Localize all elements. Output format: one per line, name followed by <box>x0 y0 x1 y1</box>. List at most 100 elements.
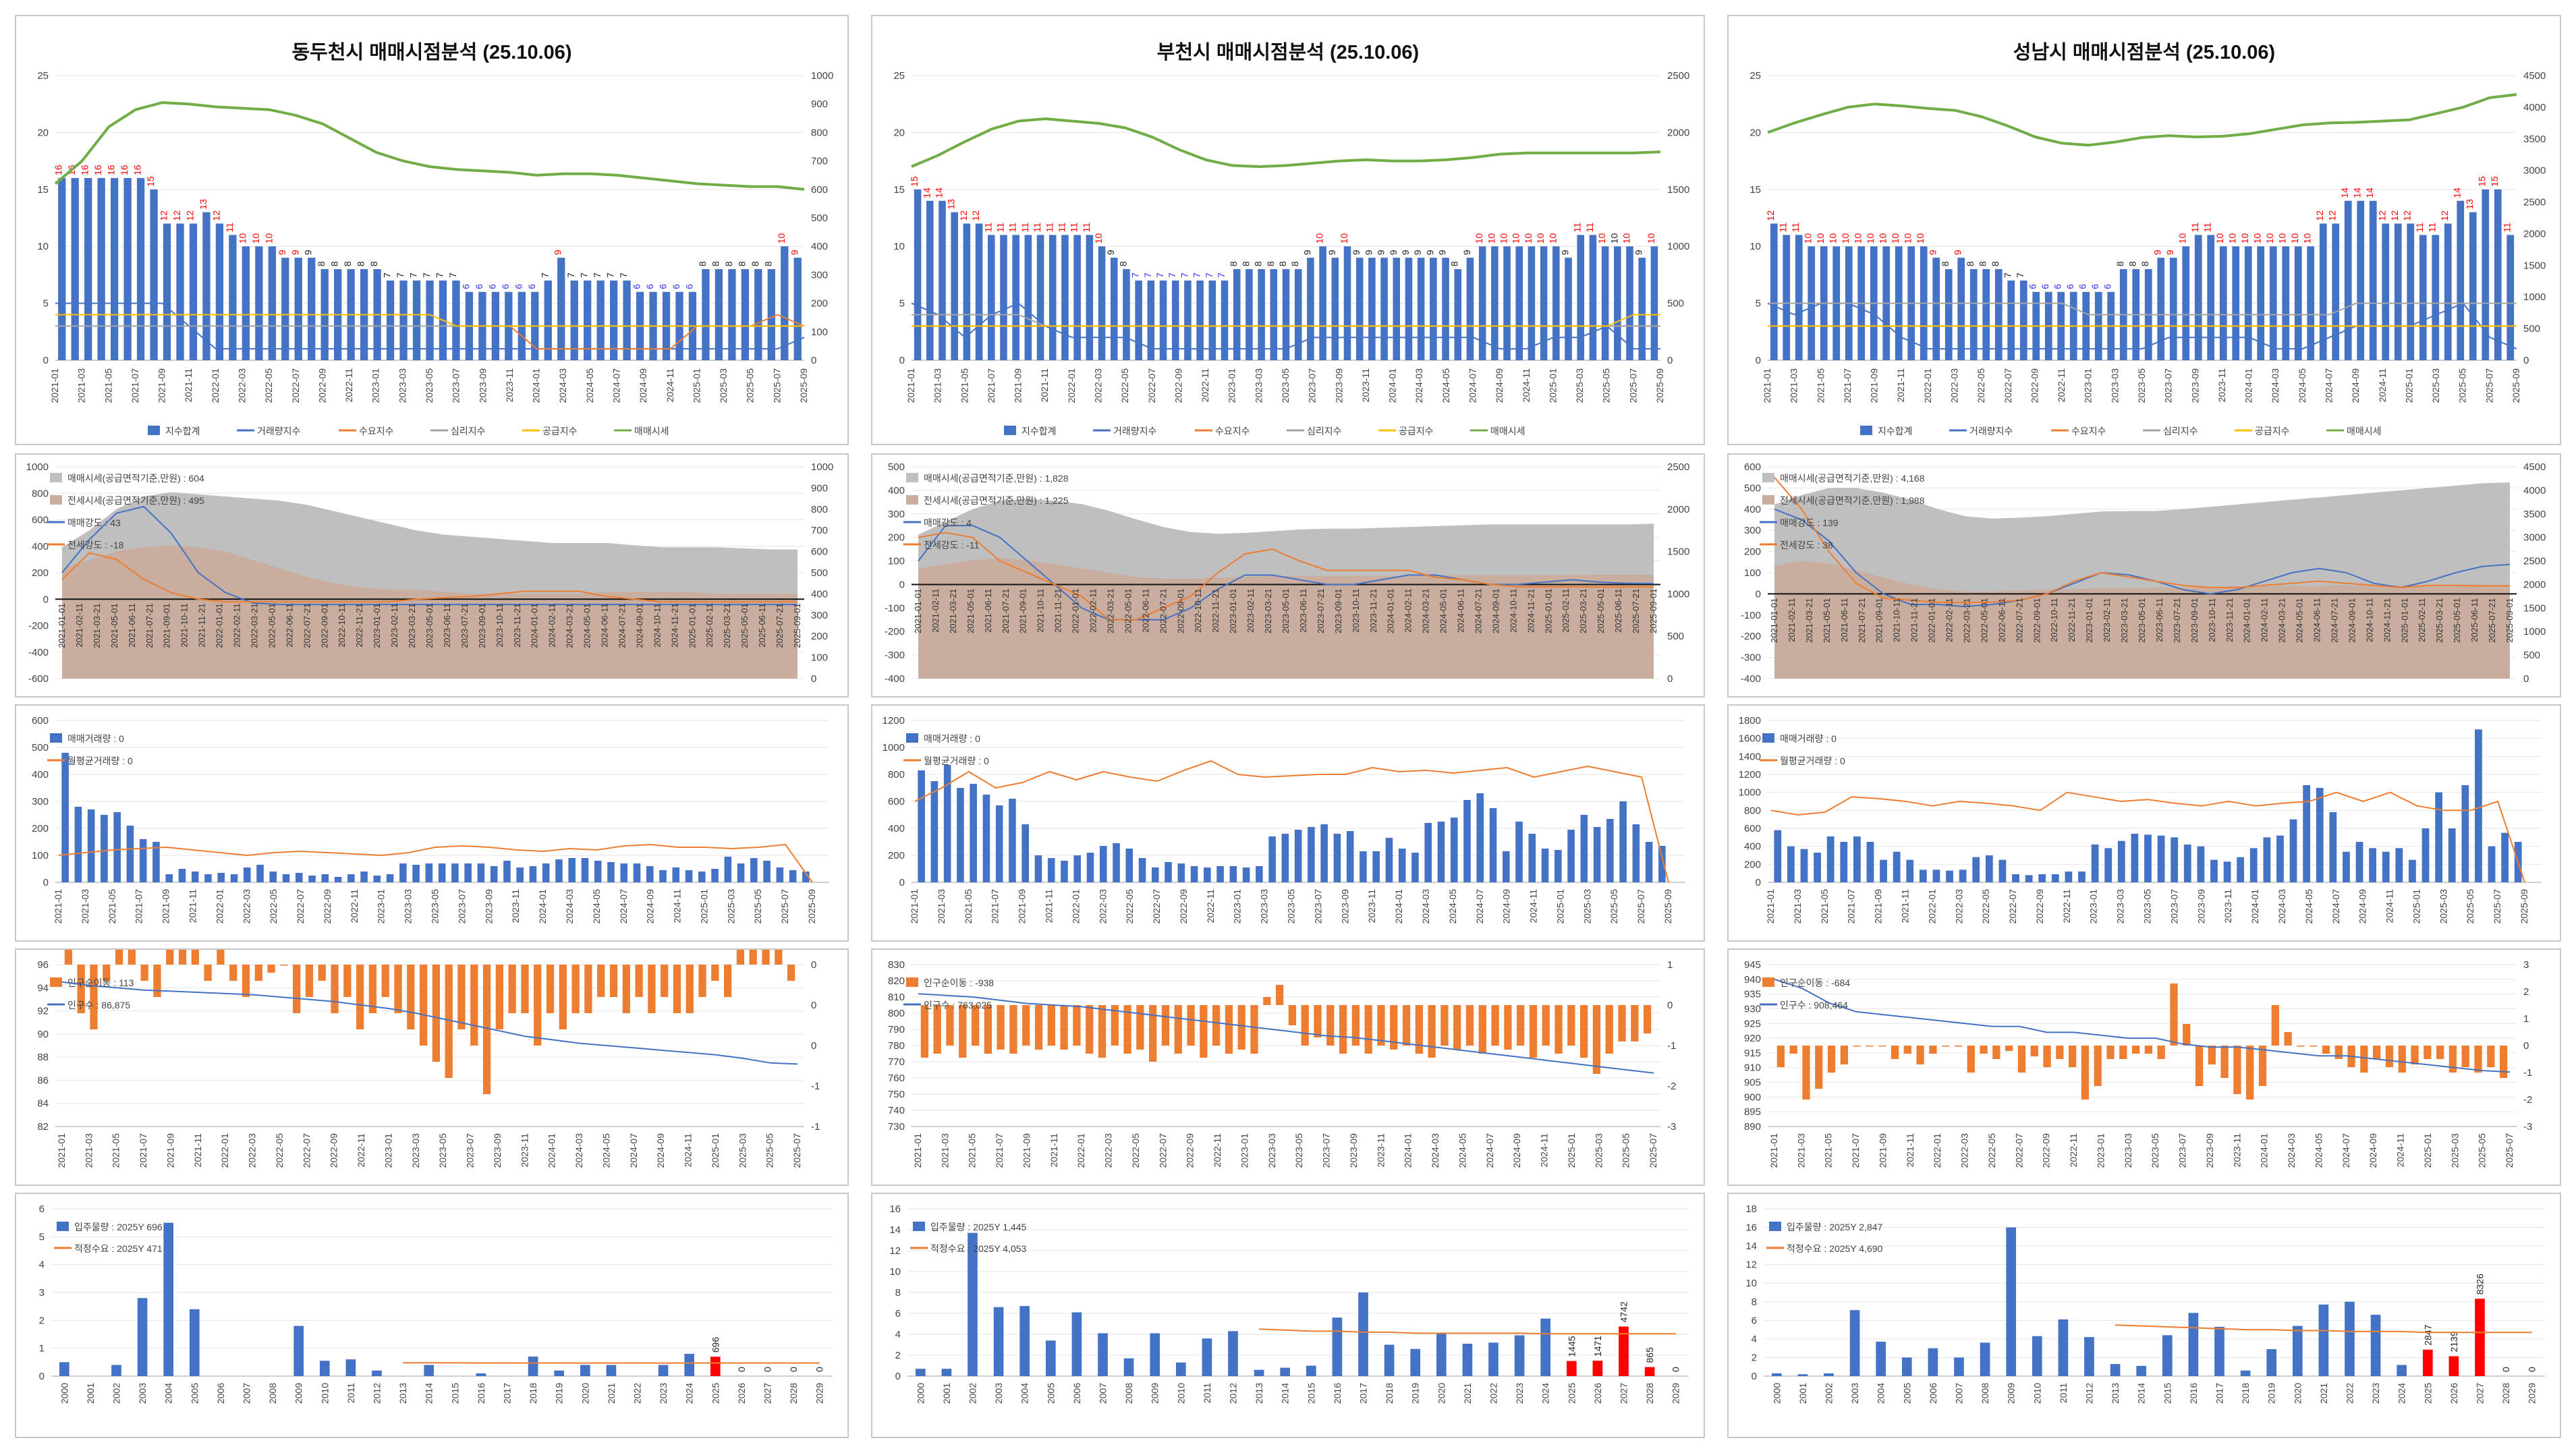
index-value-label: 7 <box>1154 273 1165 278</box>
volume-bar <box>2117 841 2125 882</box>
x-tick-label: 2022-09 <box>316 368 327 403</box>
sale-strength-line <box>918 525 1654 621</box>
x-tick-label: 2021-09-01 <box>1874 598 1884 643</box>
y-tick-label: 500 <box>888 461 905 473</box>
volume-bar <box>1437 822 1445 882</box>
migration-bar <box>1529 1005 1538 1058</box>
volume-bar <box>1009 799 1016 882</box>
index-value-label: 11 <box>1069 223 1080 233</box>
index-bar <box>2407 223 2415 360</box>
x-tick-label: 2021-07 <box>994 1133 1005 1168</box>
index-bar <box>1503 246 1511 360</box>
volume-bar <box>1450 818 1458 882</box>
index-value-label: 11 <box>2414 223 2425 233</box>
volume-bar <box>360 872 368 882</box>
x-tick-label: 2023-11 <box>1375 1133 1386 1168</box>
index-bar <box>754 268 762 360</box>
y-tick-label: 400 <box>1744 504 1761 515</box>
index-value-label: 10 <box>1339 233 1349 244</box>
index-bar <box>1208 280 1216 360</box>
avg-volume-line <box>58 844 813 883</box>
migration-bar <box>1149 1005 1157 1062</box>
x-tick-label: 2023-03 <box>410 1133 421 1168</box>
index-value-label: 13 <box>2464 199 2475 210</box>
index-value-label: 12 <box>2439 210 2450 221</box>
index-value-label: 6 <box>526 284 537 289</box>
y-tick-label: -200 <box>1741 631 1761 642</box>
migration-bar <box>1351 1005 1360 1046</box>
migration-bar <box>2106 1046 2115 1059</box>
x-tick-label: 2022-03 <box>237 368 248 403</box>
x-tick-label: 2023-07 <box>1312 889 1323 924</box>
x-tick-label: 2025-05 <box>752 889 763 924</box>
index-value-label: 8 <box>1990 261 2000 266</box>
x-tick-label: 2023-03 <box>403 889 414 924</box>
index-bar <box>2344 200 2352 360</box>
migration-bar <box>1428 1005 1436 1058</box>
legend-item: 적정수요 : 2025Y 4,053 <box>930 1243 1027 1254</box>
index-value-label: 10 <box>2252 233 2263 244</box>
index-bar <box>1770 223 1778 360</box>
y-tick-label: 25 <box>37 70 49 82</box>
migration-bar <box>1504 1005 1512 1050</box>
y-tick-label: 1000 <box>883 742 905 753</box>
x-tick-label: 2021-09 <box>157 368 167 403</box>
volume-bar <box>633 863 641 882</box>
x-tick-label: 2021-07 <box>134 889 144 924</box>
index-value-label: 10 <box>1547 233 1558 244</box>
index-value-label: 12 <box>970 210 981 221</box>
index-value-label: 9 <box>1560 250 1571 255</box>
index-bar <box>123 177 132 360</box>
migration-bar <box>1086 1005 1094 1054</box>
x-tick-label: 2021-01 <box>909 889 920 924</box>
legend-item: 수요지수 <box>2071 426 2106 436</box>
y-tick-label: -400 <box>28 647 49 658</box>
volume-bar <box>1826 836 1835 882</box>
index-bar <box>1110 258 1118 360</box>
legend-item-swatch <box>1769 1222 1781 1231</box>
migration-bar <box>482 965 491 1094</box>
x-tick-label: 2021-03-21 <box>948 588 958 633</box>
index-bar <box>2157 258 2165 360</box>
index-bar <box>926 200 934 360</box>
volume-bar <box>776 867 784 882</box>
forecast-value-label: 0 <box>788 1367 799 1372</box>
x-tick-label: 2006 <box>1928 1383 1938 1404</box>
supply-bar <box>476 1373 486 1376</box>
index-value-label: 11 <box>1584 223 1595 233</box>
y-tick-label: 25 <box>893 70 905 82</box>
index-value-label: 9 <box>1633 250 1644 255</box>
y-tick-label: -200 <box>885 626 905 637</box>
volume-bar <box>2210 859 2218 882</box>
x-tick-label: 2022-05 <box>274 1133 285 1168</box>
index-value-label: 13 <box>946 199 957 210</box>
x-tick-label: 2013 <box>2110 1383 2121 1404</box>
index-value-label: 9 <box>1424 250 1435 255</box>
volume-bar <box>256 865 264 882</box>
volume-bar <box>412 865 420 882</box>
volume-bar <box>672 867 680 882</box>
index-value-label: 10 <box>1523 233 1534 244</box>
migration-bar <box>1605 1005 1613 1054</box>
column-1-index-chart: 0510152025010020030040050060070080090010… <box>37 70 833 436</box>
y-tick-label: 94 <box>37 982 49 994</box>
migration-bar <box>2081 1046 2090 1100</box>
migration-bar <box>445 965 453 1078</box>
y2-tick-label: 3000 <box>2523 165 2546 177</box>
index-bar <box>1307 258 1314 360</box>
x-tick-label: 2022-05 <box>1986 1133 1997 1168</box>
x-tick-label: 2023-09-01 <box>1333 588 1343 633</box>
supply-bar <box>1410 1348 1421 1376</box>
y-tick-label: 940 <box>1744 974 1761 986</box>
index-value-label: 14 <box>933 188 944 198</box>
y2-tick-label: 600 <box>811 546 828 558</box>
x-tick-label: 2023-01 <box>1227 368 1237 403</box>
y2-tick-label: 0 <box>811 1040 816 1052</box>
y-tick-label: 5 <box>899 298 905 310</box>
column-3-supply-panel: 0 2 4 6 8 10 12 14 16 18 2847 2139 8326 0 0 2000 2001 200… <box>1727 1193 2561 1438</box>
index-value-label: 6 <box>2102 284 2113 289</box>
volume-bar <box>2012 874 2019 882</box>
x-tick-label: 2022-05 <box>263 368 274 403</box>
migration-bar <box>2474 1046 2482 1073</box>
